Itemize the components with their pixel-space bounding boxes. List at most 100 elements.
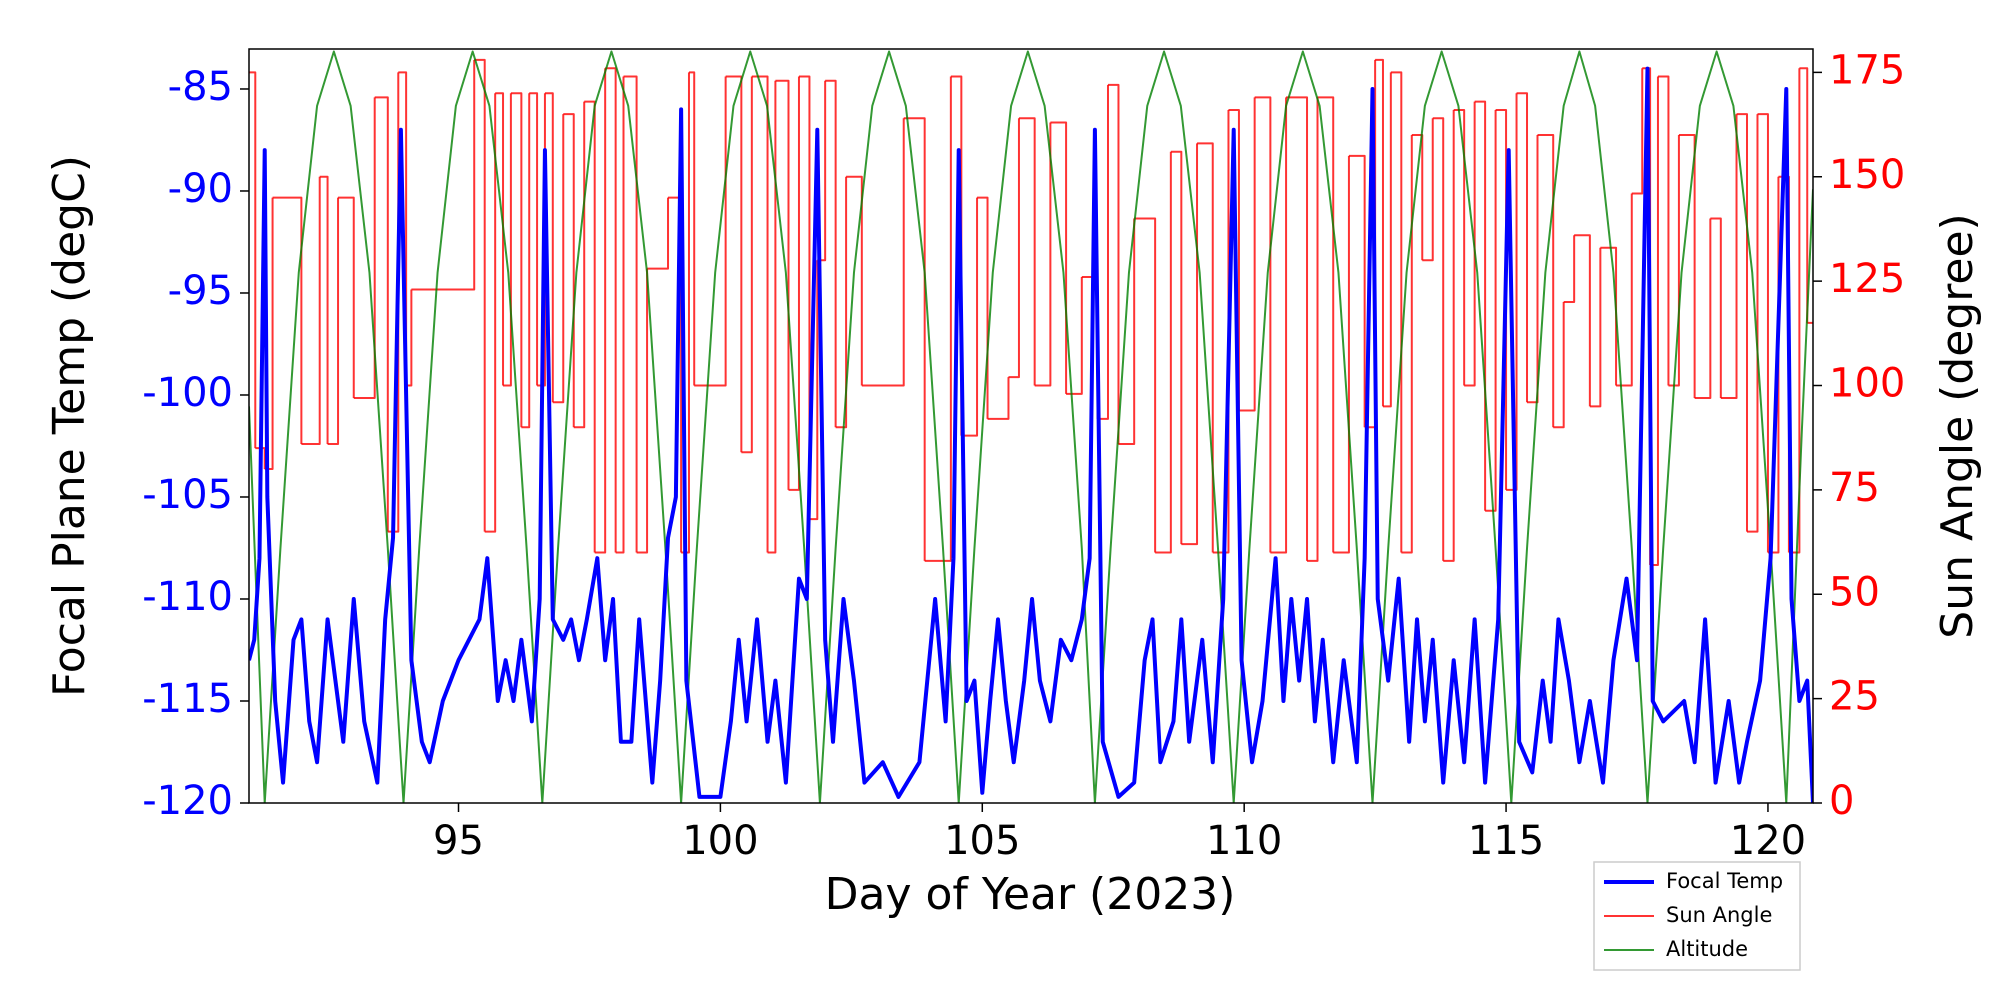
sun-angle-step [521, 93, 531, 429]
sun-angle-step [353, 97, 376, 400]
sun-angle-step [1390, 71, 1403, 553]
sun-angle-step [861, 118, 905, 387]
y-tick-label: -105 [142, 472, 233, 518]
sun-angle-step [1270, 97, 1288, 554]
y2-tick-label: 75 [1829, 465, 1880, 511]
sun-angle-step [1668, 135, 1680, 387]
sun-angle-step [474, 58, 486, 532]
y-tick-label: -120 [142, 778, 233, 824]
sun-angle-step [1485, 109, 1497, 512]
sun-angle-step [1401, 135, 1413, 554]
sun-angle-step [584, 100, 596, 553]
x-axis-label: Day of Year (2023) [825, 869, 1236, 920]
sun-angle-step [1694, 218, 1712, 400]
sun-angle-step [1678, 134, 1696, 399]
sun-angle-step [594, 68, 607, 554]
sun-angle-step [495, 92, 505, 386]
sun-angle-step [249, 71, 257, 449]
x-tick-label: 105 [944, 818, 1020, 864]
legend-label: Altitude [1666, 937, 1748, 961]
sun-angle-step [327, 197, 340, 445]
sun-angle-step [1757, 113, 1769, 553]
sun-angle-step [1600, 246, 1618, 386]
sun-angle-step [1170, 150, 1183, 545]
sun-angle-step [1495, 108, 1508, 490]
sun-angle-step [615, 76, 625, 554]
y-tick-label: -115 [142, 676, 233, 722]
sun-angle-step [529, 92, 539, 386]
sun-angle-step [573, 101, 586, 429]
sun-angle-step [1348, 154, 1366, 428]
x-tick-label: 100 [682, 818, 758, 864]
sun-angle-step [688, 71, 696, 386]
sun-angle-step [1563, 235, 1576, 304]
sun-angle-step [605, 67, 617, 553]
sun-angle-step [924, 76, 952, 562]
sun-angle-step [1317, 96, 1335, 553]
sun-angle-step [1574, 234, 1591, 407]
sun-angle-step [1050, 121, 1068, 394]
sun-angle-step [1631, 68, 1644, 195]
series-line [249, 50, 1813, 803]
sun-angle-step [1474, 100, 1487, 511]
y2-tick-label: 175 [1829, 47, 1905, 93]
sun-angle-step [1286, 96, 1309, 561]
x-tick-label: 95 [433, 818, 484, 864]
sun-angle-step [484, 93, 497, 533]
y-tick-label: -100 [142, 370, 233, 416]
sun-angle-step [1134, 217, 1157, 553]
sun-angle-step [1422, 118, 1434, 262]
sun-angle-step [1108, 83, 1120, 444]
y2-tick-label: 25 [1829, 674, 1880, 720]
sun-angle-step [741, 76, 753, 454]
sun-angle-step [1411, 134, 1424, 261]
y-tick-label: -95 [168, 268, 233, 314]
sun-angle-step [809, 260, 819, 521]
sun-angle-step [1254, 96, 1272, 553]
sun-angle-step [798, 75, 811, 520]
sun-angle-step [510, 92, 523, 428]
legend-label: Sun Angle [1666, 903, 1772, 927]
sun-angle-step [1516, 92, 1529, 403]
legend-label: Focal Temp [1666, 869, 1783, 893]
sun-angle-step [1375, 58, 1384, 407]
sun-angle-step [1799, 67, 1809, 323]
y2-tick-label: 125 [1829, 256, 1905, 302]
sun-angle-step [775, 79, 790, 490]
sun-angle-step [1443, 109, 1455, 562]
sun-angle-step [1589, 247, 1602, 408]
sun-angle-step [503, 93, 512, 387]
sun-angle-step [1527, 135, 1539, 404]
plot-frame [248, 48, 1814, 804]
sun-angle-step [767, 80, 777, 554]
sun-angle-step [319, 175, 329, 444]
sun-angle-step [1034, 122, 1052, 387]
sun-angle-step [338, 196, 355, 399]
sun-angle-step [1537, 134, 1555, 428]
sun-angle-step [1238, 97, 1256, 412]
sun-angle-step [301, 176, 321, 445]
sun-angle-step [374, 96, 389, 532]
sun-angle-step [1657, 75, 1670, 386]
sun-angle-step [751, 75, 769, 553]
sun-angle-step [647, 197, 670, 270]
sun-angle-step [825, 79, 837, 428]
sun-angle-step [1747, 114, 1759, 533]
sun-angle-step [1720, 114, 1738, 400]
y-tick-label: -90 [168, 166, 233, 212]
y2-axis-label: Sun Angle (degree) [1932, 213, 1983, 638]
sun-angle-step [398, 71, 408, 386]
sun-angle-step [1453, 108, 1466, 386]
sun-angle-step [552, 114, 565, 404]
sun-angle-step [1710, 217, 1722, 399]
sun-angle-step [272, 196, 303, 444]
legend: Focal Temp Sun Angle Altitude [1593, 861, 1801, 971]
y2-tick-label: 100 [1829, 361, 1905, 407]
sun-angle-step [1197, 142, 1214, 553]
sun-angle-step [903, 117, 926, 561]
sun-angle-step [1307, 97, 1319, 562]
x-tick-label: 120 [1730, 818, 1806, 864]
y2-tick-label: 150 [1829, 152, 1905, 198]
sun-angle-step [1432, 117, 1445, 561]
